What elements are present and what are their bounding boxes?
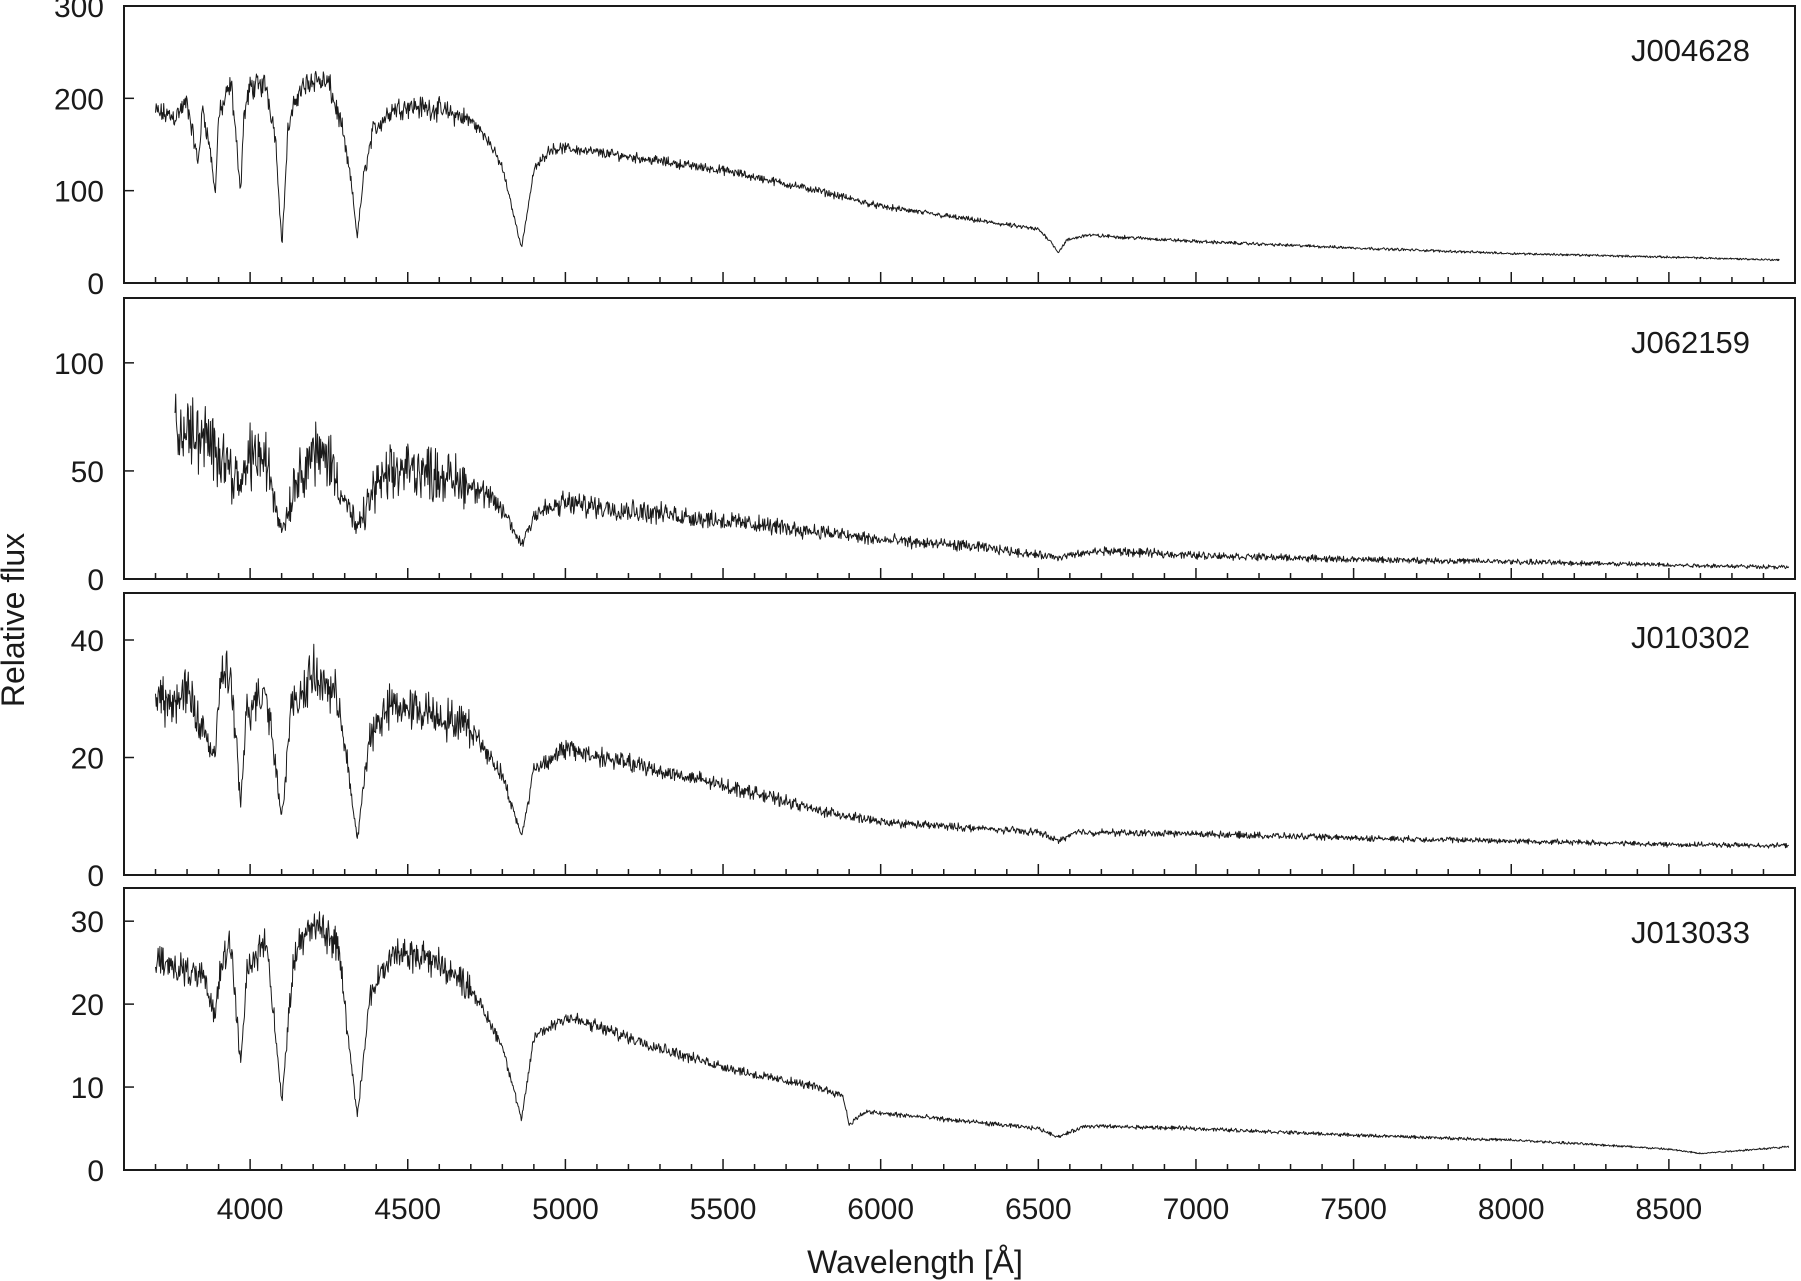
x-tick-label: 7500 bbox=[1320, 1193, 1387, 1226]
spectrum-line-3 bbox=[155, 643, 1790, 849]
spectrum-line-1 bbox=[155, 70, 1780, 262]
y-tick-label: 20 bbox=[71, 743, 104, 776]
panel-frame bbox=[123, 592, 1796, 876]
y-tick-label: 100 bbox=[54, 176, 104, 209]
panel-object-label: J004628 bbox=[1631, 33, 1750, 68]
panel-frame bbox=[123, 5, 1796, 284]
x-tick-label: 4000 bbox=[217, 1193, 284, 1226]
spectrum-line-4 bbox=[155, 911, 1790, 1155]
x-tick-label: 6000 bbox=[847, 1193, 914, 1226]
panel-4: 0 10 20 30 J013033 bbox=[71, 887, 1796, 1188]
y-tick-label: 0 bbox=[87, 268, 104, 301]
y-axis-label: Relative flux bbox=[0, 533, 31, 707]
panel-frame bbox=[123, 297, 1796, 580]
panel-object-label: J062159 bbox=[1631, 325, 1750, 360]
y-tick-label: 0 bbox=[87, 860, 104, 893]
x-tick-label: 8500 bbox=[1636, 1193, 1703, 1226]
y-tick-label: 200 bbox=[54, 83, 104, 116]
panel-2: 0 50 100 J062159 bbox=[54, 297, 1796, 597]
y-tick-label: 30 bbox=[71, 906, 104, 939]
x-tick-labels: 4000 4500 5000 5500 6000 6500 7000 7500 8000 8500 bbox=[217, 1193, 1703, 1226]
x-tick-label: 8000 bbox=[1478, 1193, 1545, 1226]
y-tick-label: 0 bbox=[87, 564, 104, 597]
x-tick-label: 4500 bbox=[374, 1193, 441, 1226]
x-tick-label: 5500 bbox=[690, 1193, 757, 1226]
x-tick-label: 7000 bbox=[1163, 1193, 1230, 1226]
x-axis-label: Wavelength [Å] bbox=[807, 1244, 1023, 1280]
x-tick-label: 6500 bbox=[1005, 1193, 1072, 1226]
y-tick-label: 40 bbox=[71, 625, 104, 658]
y-tick-label: 10 bbox=[71, 1072, 104, 1105]
panel-object-label: J010302 bbox=[1631, 620, 1750, 655]
y-tick-label: 0 bbox=[87, 1155, 104, 1188]
y-tick-label: 20 bbox=[71, 989, 104, 1022]
panel-3: 0 20 40 J010302 bbox=[71, 592, 1796, 893]
spectrum-line-2 bbox=[174, 393, 1790, 570]
y-tick-label: 50 bbox=[71, 456, 104, 489]
panel-object-label: J013033 bbox=[1631, 915, 1750, 950]
y-tick-label: 300 bbox=[54, 0, 104, 24]
panel-1: 0 100 200 300 J004628 bbox=[54, 0, 1796, 301]
y-tick-label: 100 bbox=[54, 348, 104, 381]
x-tick-label: 5000 bbox=[532, 1193, 599, 1226]
panel-frame bbox=[123, 887, 1796, 1171]
